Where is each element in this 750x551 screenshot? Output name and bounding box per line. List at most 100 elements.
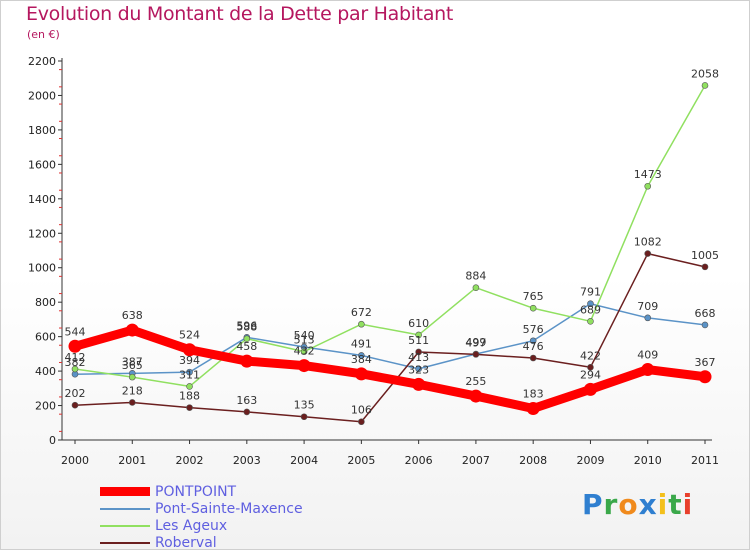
legend-swatch — [100, 541, 150, 544]
x-tick-label: 2008 — [519, 454, 547, 467]
data-point — [587, 364, 594, 371]
x-tick-label: 2006 — [405, 454, 433, 467]
data-point — [698, 370, 712, 384]
chart-subtitle: (en €) — [27, 28, 60, 41]
data-point — [243, 335, 251, 343]
data-label: 596 — [236, 319, 257, 332]
x-tick-label: 2001 — [118, 454, 146, 467]
data-point — [415, 365, 422, 373]
y-tick-label: 2200 — [28, 55, 56, 68]
data-label: 202 — [65, 387, 86, 400]
x-tick-label: 2004 — [290, 454, 318, 467]
data-point — [583, 382, 597, 396]
data-point — [587, 318, 594, 325]
data-label: 183 — [523, 387, 544, 400]
y-tick-label: 600 — [35, 331, 56, 344]
data-label: 106 — [351, 404, 372, 417]
data-point — [415, 331, 422, 339]
logo-letter: t — [668, 488, 683, 521]
data-label: 884 — [465, 270, 486, 283]
data-point — [243, 408, 251, 416]
data-label: 163 — [236, 394, 257, 407]
data-point — [415, 348, 422, 356]
data-label: 409 — [637, 349, 658, 362]
chart-title: Evolution du Montant de la Dette par Hab… — [26, 3, 454, 25]
data-label: 497 — [465, 336, 486, 349]
y-tick-label: 1600 — [28, 158, 56, 171]
legend-item: Roberval — [100, 534, 303, 551]
data-label: 476 — [523, 340, 544, 353]
logo-letter: o — [618, 488, 639, 521]
logo-letter: i — [682, 488, 694, 521]
x-tick-label: 2002 — [176, 454, 204, 467]
data-label: 544 — [65, 325, 86, 338]
data-point — [68, 339, 82, 353]
legend-swatch — [100, 524, 150, 527]
legend-label: PONTPOINT — [155, 483, 237, 500]
series-line — [74, 84, 706, 388]
y-tick-label: 2000 — [28, 89, 56, 102]
data-point — [412, 377, 426, 391]
data-label: 511 — [408, 334, 429, 347]
logo-letter: r — [603, 488, 619, 521]
x-tick-label: 2007 — [462, 454, 490, 467]
y-tick-label: 1200 — [28, 227, 56, 240]
data-label: 524 — [179, 329, 200, 342]
data-label: 499 — [465, 336, 486, 349]
data-label: 384 — [351, 353, 372, 366]
data-label: 412 — [65, 351, 86, 364]
y-tick-label: 1400 — [28, 193, 56, 206]
data-point — [186, 404, 193, 411]
data-label: 709 — [637, 300, 658, 313]
data-point — [641, 363, 655, 377]
x-tick-label: 2003 — [233, 454, 261, 467]
data-label: 323 — [408, 363, 429, 376]
data-label: 491 — [351, 337, 372, 350]
data-point — [526, 401, 540, 415]
data-point — [128, 399, 136, 406]
data-point — [644, 182, 652, 190]
x-tick-label: 2000 — [61, 454, 89, 467]
data-label: 668 — [695, 307, 716, 320]
data-label: 294 — [580, 368, 601, 381]
data-point — [297, 359, 311, 373]
data-label: 394 — [179, 354, 200, 367]
data-label: 367 — [695, 356, 716, 369]
y-tick-label: 1800 — [28, 124, 56, 137]
data-point — [125, 323, 139, 337]
proxiti-logo: Proxiti — [582, 488, 693, 521]
data-label: 387 — [122, 355, 143, 368]
data-point — [128, 373, 136, 381]
x-tick-label: 2009 — [576, 454, 604, 467]
legend: PONTPOINT Pont-Sainte-Maxence Les Ageux … — [100, 483, 303, 551]
data-label: 638 — [122, 309, 143, 322]
series-line — [74, 302, 706, 375]
data-label: 689 — [580, 303, 601, 316]
data-label: 365 — [122, 359, 143, 372]
legend-swatch — [100, 507, 150, 510]
y-tick-label: 200 — [35, 400, 56, 413]
y-tick-label: 400 — [35, 365, 56, 378]
data-label: 422 — [580, 349, 601, 362]
data-point — [358, 320, 365, 328]
y-tick-label: 1000 — [28, 262, 56, 275]
data-label: 610 — [408, 317, 429, 330]
legend-item: Les Ageux — [100, 517, 303, 534]
data-point — [469, 389, 483, 403]
data-point — [529, 304, 537, 312]
data-label: 1082 — [634, 236, 662, 249]
legend-item: PONTPOINT — [100, 483, 303, 500]
data-point — [186, 383, 193, 390]
data-label: 588 — [236, 321, 257, 334]
data-point — [186, 368, 193, 376]
legend-label: Roberval — [155, 534, 217, 551]
data-label: 513 — [294, 334, 315, 347]
data-point — [71, 365, 79, 373]
series-line — [74, 252, 706, 423]
data-label: 765 — [523, 290, 544, 303]
data-point — [529, 354, 537, 362]
data-label: 2058 — [691, 67, 719, 80]
data-label: 311 — [179, 368, 200, 381]
